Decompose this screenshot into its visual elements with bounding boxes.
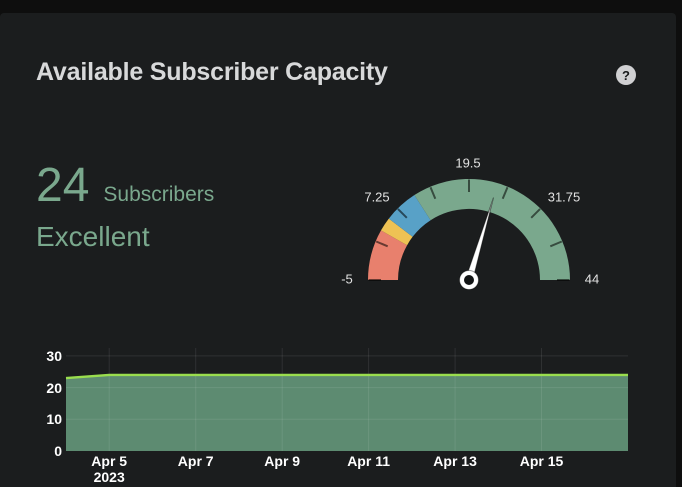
timeseries-chart[interactable] — [0, 338, 682, 487]
gauge-segment-yellow — [381, 218, 413, 246]
stat-row: 24 Subscribers — [36, 162, 214, 210]
stat-unit: Subscribers — [103, 183, 215, 206]
area-fill — [66, 374, 628, 451]
gauge-tick — [530, 208, 541, 219]
gauge-tick — [397, 208, 408, 219]
gauge-tick — [549, 240, 563, 248]
series-line — [65, 373, 628, 380]
stat-value: 24 — [36, 159, 90, 212]
help-icon[interactable]: ? — [616, 65, 636, 85]
gauge-tick — [429, 186, 437, 200]
gauge-segment-blue — [388, 195, 431, 237]
panel-title: Available Subscriber Capacity — [36, 58, 388, 86]
dashboard-panel: Available Subscriber Capacity ? 24 Subsc… — [0, 13, 676, 487]
gauge-segment-green — [414, 178, 571, 280]
gauge-needle — [464, 197, 494, 282]
question-mark-glyph: ? — [622, 67, 630, 83]
gauge-tick — [501, 186, 509, 200]
stat-status: Excellent — [36, 221, 150, 252]
gauge-tick — [375, 240, 389, 248]
gauge-chart — [368, 178, 571, 290]
gauge-hub-center — [464, 275, 474, 285]
